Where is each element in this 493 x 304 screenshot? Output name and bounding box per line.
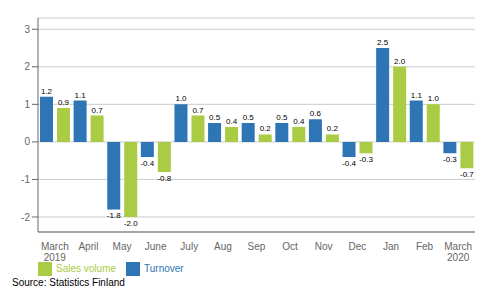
svg-text:0: 0 [24,136,30,147]
svg-text:0.2: 0.2 [260,124,272,133]
svg-text:1.1: 1.1 [411,91,423,100]
svg-text:-0.3: -0.3 [443,155,457,164]
svg-text:1.1: 1.1 [75,91,87,100]
svg-text:-2: -2 [21,212,30,223]
svg-text:0.4: 0.4 [293,117,305,126]
svg-text:Nov: Nov [315,241,333,252]
svg-text:May: May [113,241,132,252]
svg-text:Jan: Jan [383,241,399,252]
svg-text:Oct: Oct [282,241,298,252]
svg-text:-1.8: -1.8 [107,211,121,220]
svg-text:-0.3: -0.3 [359,155,373,164]
svg-text:-0.8: -0.8 [157,174,171,183]
svg-text:March2019: March2019 [41,241,69,263]
svg-text:1.0: 1.0 [175,94,187,103]
html-text:Turnover: Turnover [144,262,184,274]
svg-text:-2.0: -2.0 [124,219,138,228]
svg-text:0.7: 0.7 [92,106,104,115]
html-text:Source: Statistics Finland: Source: Statistics Finland [12,277,125,288]
svg-text:March2020: March2020 [444,241,472,263]
svg-text:0.6: 0.6 [310,109,322,118]
svg-text:1.0: 1.0 [428,94,440,103]
svg-text:0.5: 0.5 [276,113,288,122]
svg-text:Feb: Feb [416,241,434,252]
svg-text:Dec: Dec [348,241,366,252]
svg-text:0.9: 0.9 [58,98,70,107]
svg-text:-1: -1 [21,174,30,185]
svg-text:3: 3 [24,24,30,35]
svg-text:April: April [78,241,98,252]
svg-text:July: July [180,241,198,252]
svg-text:0.2: 0.2 [327,124,339,133]
svg-text:2.5: 2.5 [377,38,389,47]
svg-text:-0.4: -0.4 [342,159,356,168]
svg-text:1: 1 [24,99,30,110]
svg-text:Sep: Sep [248,241,266,252]
svg-text:2.0: 2.0 [394,57,406,66]
svg-text:2: 2 [24,61,30,72]
svg-text:-0.7: -0.7 [460,170,474,179]
svg-text:0.5: 0.5 [209,113,221,122]
svg-text:0.5: 0.5 [243,113,255,122]
html-text:Sales volume: Sales volume [56,262,116,274]
svg-text:-0.4: -0.4 [140,159,154,168]
svg-text:0.4: 0.4 [226,117,238,126]
svg-text:Aug: Aug [214,241,232,252]
svg-text:June: June [145,241,167,252]
svg-text:0.7: 0.7 [192,106,204,115]
svg-text:1.2: 1.2 [41,87,53,96]
